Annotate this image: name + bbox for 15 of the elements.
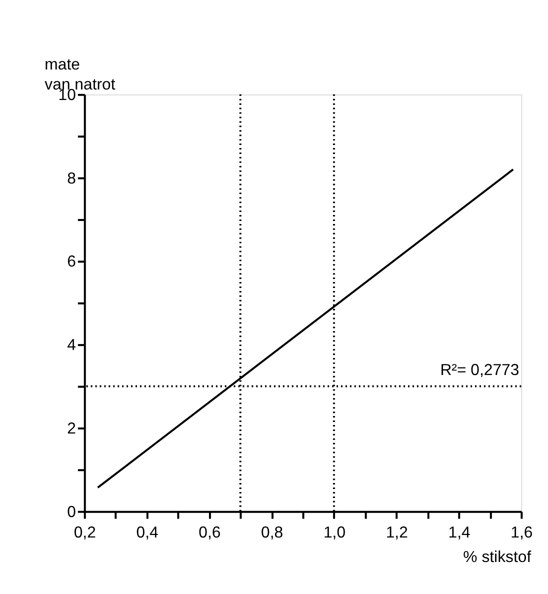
x-tick-label: 0,2 bbox=[74, 524, 96, 542]
y-tick-label: 4 bbox=[67, 337, 76, 354]
x-tick-label: 1,4 bbox=[448, 524, 470, 542]
y-tick-label: 2 bbox=[67, 420, 76, 438]
x-tick-label: 1,2 bbox=[386, 524, 408, 542]
x-axis-title: % stikstof bbox=[463, 548, 532, 566]
x-tick-label: 0,6 bbox=[198, 524, 221, 542]
x-tick-label: 0,8 bbox=[261, 524, 284, 542]
x-tick-label: 0,4 bbox=[136, 524, 158, 542]
y-tick-label: 8 bbox=[67, 170, 76, 188]
x-tick-label: 1,6 bbox=[510, 524, 533, 542]
y-tick-label: 6 bbox=[67, 254, 76, 271]
annotation: R²= 0,2773 bbox=[440, 362, 520, 380]
y-tick-label: 0 bbox=[67, 504, 76, 521]
x-tick-label: 1,0 bbox=[323, 524, 346, 542]
